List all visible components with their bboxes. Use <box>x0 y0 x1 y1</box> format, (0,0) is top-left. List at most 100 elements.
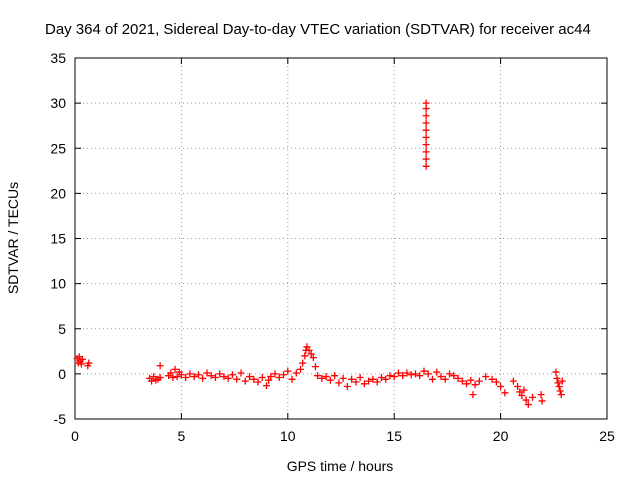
data-point <box>424 370 432 378</box>
data-point <box>422 133 430 141</box>
data-point <box>78 355 86 363</box>
data-point <box>552 368 560 376</box>
data-point <box>305 346 313 354</box>
data-point <box>318 374 326 382</box>
data-point <box>422 126 430 134</box>
data-point <box>377 373 385 381</box>
data-point <box>520 386 528 394</box>
grid-lines <box>75 58 607 419</box>
y-tick-label: -5 <box>54 411 67 427</box>
data-point <box>454 374 462 382</box>
data-point <box>429 375 437 383</box>
data-point <box>475 377 483 385</box>
data-points <box>73 99 566 409</box>
x-tick-label: 25 <box>599 428 615 444</box>
data-point <box>558 377 566 385</box>
data-point <box>488 375 496 383</box>
data-point <box>301 352 309 360</box>
data-point <box>314 372 322 380</box>
data-point <box>422 162 430 170</box>
data-point <box>497 383 505 391</box>
data-point <box>85 359 93 367</box>
data-point <box>288 375 296 383</box>
data-point <box>422 141 430 149</box>
y-tick-label: 5 <box>58 321 66 337</box>
data-point <box>211 373 219 381</box>
y-tick-label: 15 <box>50 231 66 247</box>
data-point <box>254 378 262 386</box>
data-point <box>471 381 479 389</box>
data-point <box>182 373 190 381</box>
data-point <box>311 363 319 371</box>
data-point <box>529 393 537 401</box>
data-point <box>463 380 471 388</box>
data-point <box>199 374 207 382</box>
data-point <box>469 391 477 399</box>
data-point <box>373 378 381 386</box>
data-point <box>335 379 343 387</box>
y-tick-label: 20 <box>50 185 66 201</box>
data-point <box>352 378 360 386</box>
data-point <box>360 380 368 388</box>
x-tick-label: 0 <box>71 428 79 444</box>
data-point <box>241 377 249 385</box>
data-point <box>386 372 394 380</box>
data-point <box>553 374 561 382</box>
data-point <box>411 370 419 378</box>
data-point <box>537 391 545 399</box>
data-point <box>524 401 532 409</box>
data-point <box>220 373 228 381</box>
data-point <box>263 382 271 390</box>
chart-title: Day 364 of 2021, Sidereal Day-to-day VTE… <box>45 21 591 38</box>
data-point <box>343 383 351 391</box>
data-point <box>467 376 475 384</box>
data-point <box>501 389 509 397</box>
data-point <box>422 112 430 120</box>
data-point <box>422 155 430 163</box>
data-point <box>307 350 315 358</box>
data-point <box>207 372 215 380</box>
data-point <box>271 370 279 378</box>
data-point <box>265 376 273 384</box>
data-point <box>267 373 275 381</box>
data-point <box>518 392 526 400</box>
data-point <box>555 383 563 391</box>
data-point <box>203 369 211 377</box>
data-point <box>538 397 546 405</box>
data-point <box>433 368 441 376</box>
y-tick-label: 30 <box>50 95 66 111</box>
data-point <box>237 369 245 377</box>
data-point <box>186 370 194 378</box>
data-point <box>258 373 266 381</box>
data-point <box>156 362 164 370</box>
data-point <box>156 373 164 381</box>
data-point <box>280 371 288 379</box>
data-point <box>297 365 305 373</box>
data-point <box>169 373 177 381</box>
x-tick-label: 5 <box>178 428 186 444</box>
data-point <box>167 369 175 377</box>
data-point <box>309 354 317 362</box>
y-axis-label: SDTVAR / TECUs <box>5 182 21 294</box>
data-point <box>250 375 258 383</box>
data-point <box>399 372 407 380</box>
data-point <box>390 373 398 381</box>
y-tick-label: 25 <box>50 140 66 156</box>
data-point <box>422 119 430 127</box>
data-point <box>509 377 517 385</box>
data-point <box>437 373 445 381</box>
data-point <box>458 377 466 385</box>
data-point <box>303 343 311 351</box>
data-point <box>194 371 202 379</box>
data-point <box>422 99 430 107</box>
data-point <box>339 374 347 382</box>
x-axis-label: GPS time / hours <box>287 458 394 474</box>
data-point <box>216 370 224 378</box>
data-point <box>407 371 415 379</box>
data-point <box>299 359 307 367</box>
data-point <box>482 373 490 381</box>
data-point <box>356 373 364 381</box>
data-point <box>403 369 411 377</box>
